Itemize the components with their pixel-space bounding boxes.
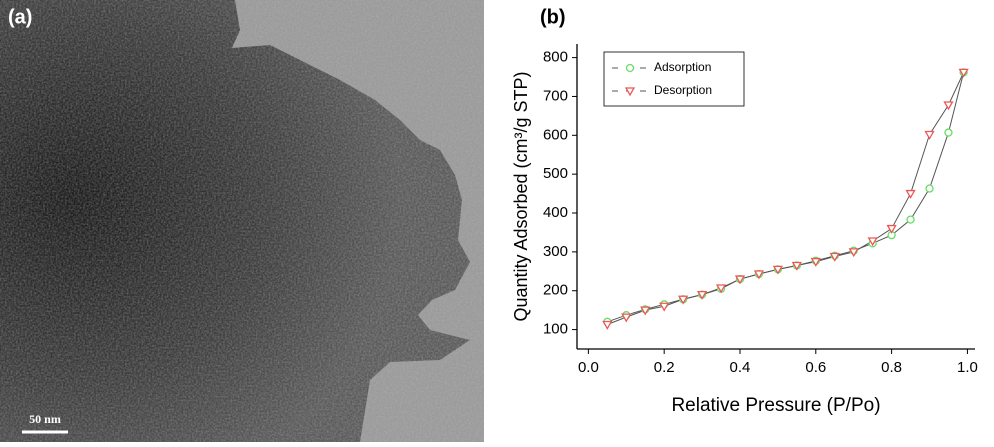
data-point xyxy=(925,184,934,193)
x-tick-label: 0.0 xyxy=(578,359,599,376)
legend-label: Adsorption xyxy=(654,60,711,74)
data-point xyxy=(848,248,859,258)
data-point xyxy=(621,313,632,323)
legend-label: Desorption xyxy=(654,83,712,97)
data-point xyxy=(810,257,821,267)
data-point xyxy=(943,101,954,111)
data-point xyxy=(734,275,746,285)
data-point xyxy=(772,265,784,275)
data-point xyxy=(640,306,651,316)
data-point xyxy=(958,68,969,78)
legend-marker xyxy=(624,87,636,97)
chart: (b) 100 200 300 400 500 600 700 800 0.0 0.2 0.4 0.6 0… xyxy=(511,6,978,416)
data-point xyxy=(905,189,916,199)
x-axis-label: Relative Pressure (P/Po) xyxy=(671,395,880,416)
y-tick-label: 200 xyxy=(543,282,568,299)
data-point xyxy=(696,290,708,300)
y-axis-label: Quantity Adsorbed (cm³/g STP) xyxy=(511,71,531,321)
panel-label: (a) xyxy=(8,6,32,28)
y-tick-label: 400 xyxy=(543,204,568,221)
legend-box xyxy=(603,51,745,107)
x-tick-label: 0.6 xyxy=(805,359,826,376)
data-point xyxy=(659,302,670,312)
x-tick-label: 1.0 xyxy=(957,359,978,376)
x-tick-label: 0.8 xyxy=(881,359,902,376)
x-tick-label: 0.4 xyxy=(730,359,751,376)
scale-label: 50 nm xyxy=(29,412,61,426)
x-tick-label: 0.2 xyxy=(654,359,675,376)
data-point xyxy=(906,215,915,224)
data-point xyxy=(944,128,953,137)
legend-marker xyxy=(625,63,635,73)
series-line xyxy=(607,72,965,325)
y-tick-label: 700 xyxy=(543,87,568,104)
data-point xyxy=(886,224,897,234)
data-point xyxy=(924,130,935,140)
y-tick-label: 300 xyxy=(543,243,568,260)
panel-label: (b) xyxy=(540,6,566,28)
data-point xyxy=(678,295,689,305)
y-tick-label: 500 xyxy=(543,165,568,182)
y-tick-label: 600 xyxy=(543,126,568,143)
data-point xyxy=(715,284,727,294)
y-tick-label: 800 xyxy=(543,49,568,66)
y-tick-label: 100 xyxy=(543,321,568,338)
data-point xyxy=(867,237,878,247)
data-point xyxy=(829,252,840,262)
data-point xyxy=(753,270,765,280)
tem-image xyxy=(0,0,484,442)
data-point xyxy=(602,320,613,330)
data-point xyxy=(791,261,802,271)
